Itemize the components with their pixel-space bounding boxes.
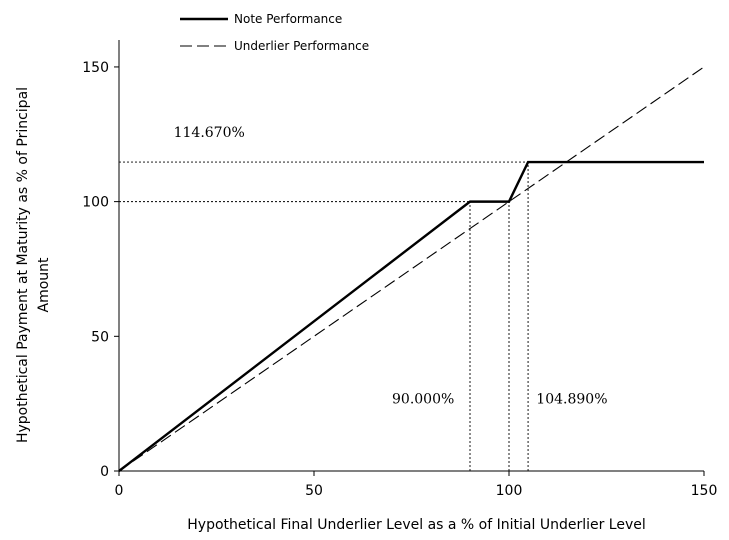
y-tick-label: 0 (100, 464, 109, 480)
annotation-label: 104.890% (536, 392, 607, 408)
x-tick-label: 100 (496, 483, 523, 499)
y-axis-title-line2: Amount (36, 257, 52, 313)
annotation-label: 114.670% (174, 125, 245, 141)
legend-label: Note Performance (234, 12, 342, 26)
y-tick-label: 150 (82, 60, 109, 76)
y-tick-label: 50 (91, 329, 109, 345)
x-tick-label: 50 (305, 483, 323, 499)
x-tick-label: 0 (115, 483, 124, 499)
series-line-note (118, 160, 704, 472)
legend-label: Underlier Performance (234, 39, 369, 53)
y-axis-title: Hypothetical Payment at Maturity as % of… (15, 87, 31, 443)
annotation-label: 90.000% (392, 392, 454, 408)
y-tick-label: 100 (82, 195, 109, 211)
x-axis-title: Hypothetical Final Underlier Level as a … (187, 517, 646, 533)
x-tick-label: 150 (691, 483, 718, 499)
